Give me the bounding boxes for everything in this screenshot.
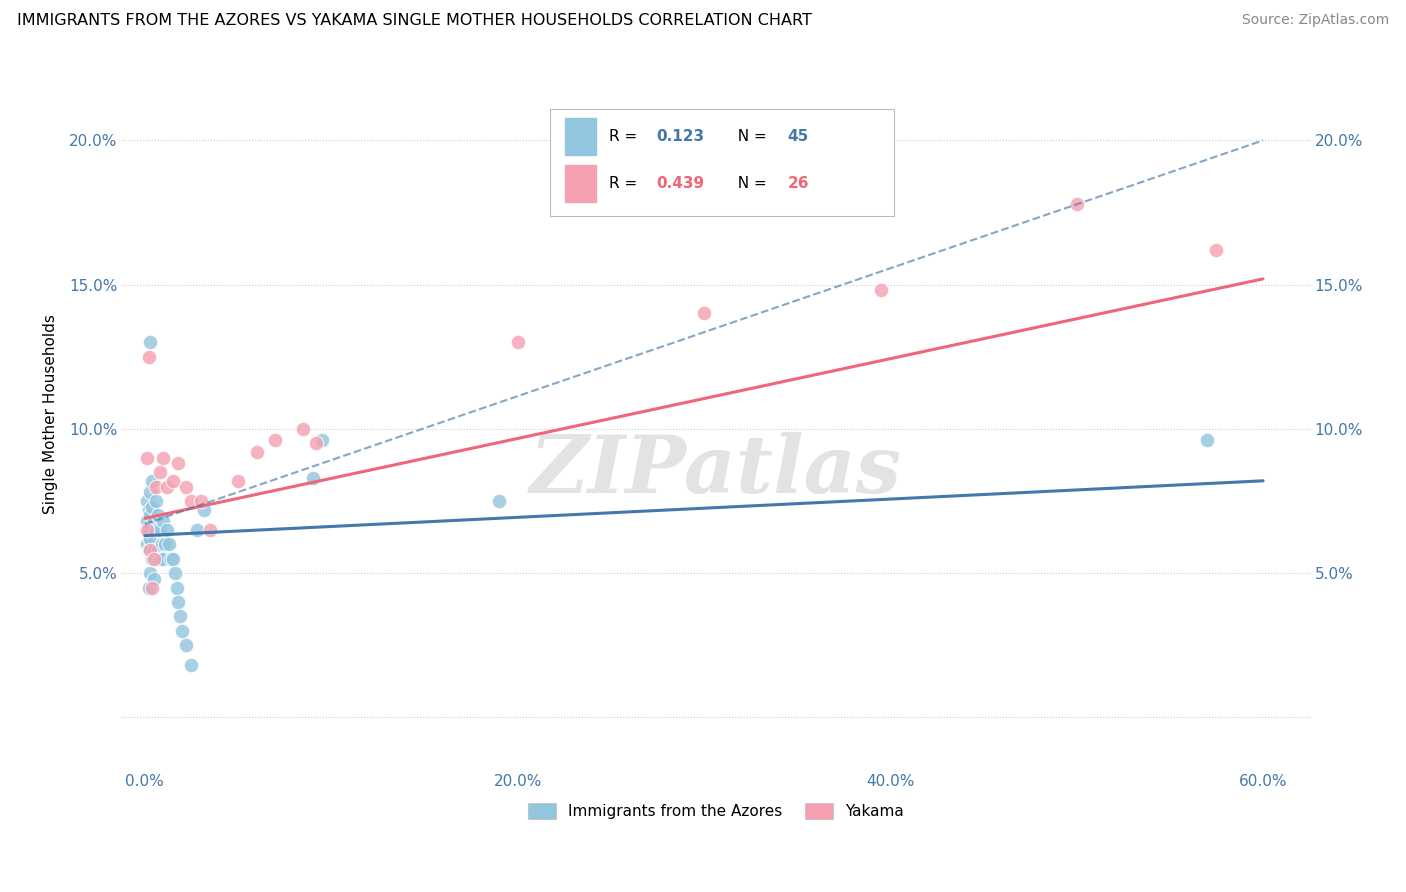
Point <box>305 436 328 450</box>
Point <box>180 658 202 673</box>
Point <box>152 514 174 528</box>
Point <box>145 523 167 537</box>
Bar <box>564 117 598 156</box>
Point <box>141 474 163 488</box>
Text: IMMIGRANTS FROM THE AZORES VS YAKAMA SINGLE MOTHER HOUSEHOLDS CORRELATION CHART: IMMIGRANTS FROM THE AZORES VS YAKAMA SIN… <box>17 13 811 29</box>
Point <box>149 551 172 566</box>
Bar <box>564 164 598 203</box>
Point <box>166 581 188 595</box>
Point <box>162 551 184 566</box>
Point <box>193 502 215 516</box>
Point <box>138 523 160 537</box>
Point <box>157 537 180 551</box>
Point <box>167 595 190 609</box>
Text: Source: ZipAtlas.com: Source: ZipAtlas.com <box>1241 13 1389 28</box>
Text: N =: N = <box>728 128 772 144</box>
Text: 26: 26 <box>787 177 808 191</box>
Point <box>198 523 221 537</box>
Point <box>870 284 893 298</box>
Point <box>174 479 197 493</box>
Point <box>180 494 202 508</box>
Text: N =: N = <box>728 177 772 191</box>
Point <box>141 581 163 595</box>
Point <box>190 494 212 508</box>
Point <box>1197 434 1219 448</box>
Bar <box>550 110 894 216</box>
Point <box>149 465 172 479</box>
Point <box>172 624 194 638</box>
Point <box>186 523 208 537</box>
Point <box>138 350 160 364</box>
Text: 0.439: 0.439 <box>657 177 704 191</box>
Point <box>143 551 166 566</box>
Point <box>139 335 162 350</box>
Point <box>167 457 190 471</box>
Point <box>138 543 160 558</box>
Point <box>135 537 157 551</box>
Point <box>311 434 333 448</box>
Point <box>301 471 323 485</box>
Point <box>141 500 163 514</box>
Point <box>506 335 529 350</box>
Point <box>152 450 174 465</box>
Point <box>226 474 249 488</box>
Point <box>135 514 157 528</box>
Point <box>143 543 166 558</box>
Point <box>145 494 167 508</box>
Legend: Immigrants from the Azores, Yakama: Immigrants from the Azores, Yakama <box>522 797 910 825</box>
Point <box>246 445 269 459</box>
Point <box>1205 243 1227 257</box>
Point <box>139 566 162 581</box>
Point <box>693 306 716 320</box>
Text: ZIPatlas: ZIPatlas <box>530 433 903 510</box>
Text: 0.123: 0.123 <box>657 128 704 144</box>
Point <box>1066 197 1088 211</box>
Point <box>145 479 167 493</box>
Point <box>155 537 177 551</box>
Point <box>139 508 162 523</box>
Point <box>143 572 166 586</box>
Point <box>292 422 315 436</box>
Text: 45: 45 <box>787 128 808 144</box>
Point <box>174 638 197 652</box>
Point <box>162 474 184 488</box>
Point <box>139 485 162 500</box>
Point <box>138 502 160 516</box>
Point <box>141 551 163 566</box>
Point <box>135 494 157 508</box>
Point <box>135 523 157 537</box>
Text: R =: R = <box>609 128 643 144</box>
Y-axis label: Single Mother Households: Single Mother Households <box>44 315 58 515</box>
Point <box>488 494 510 508</box>
Point <box>139 532 162 546</box>
Point <box>169 609 191 624</box>
Point <box>143 514 166 528</box>
Point <box>156 523 179 537</box>
Point <box>149 523 172 537</box>
Point <box>138 581 160 595</box>
Point <box>146 543 169 558</box>
Point <box>139 543 162 558</box>
Point <box>152 551 174 566</box>
Text: R =: R = <box>609 177 643 191</box>
Point <box>146 508 169 523</box>
Point <box>135 450 157 465</box>
Point <box>160 551 183 566</box>
Point <box>264 434 287 448</box>
Point <box>163 566 186 581</box>
Point <box>156 479 179 493</box>
Point <box>150 537 173 551</box>
